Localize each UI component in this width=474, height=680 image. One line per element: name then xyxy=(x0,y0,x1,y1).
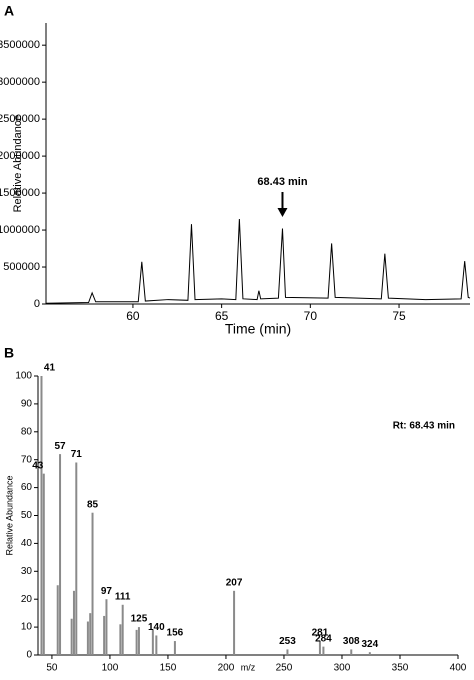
peak-bar xyxy=(59,454,62,655)
x-tick-label: 250 xyxy=(276,663,293,674)
peak-label: 57 xyxy=(54,441,66,452)
peak-bar xyxy=(155,635,158,655)
y-tick-label: 50 xyxy=(21,510,33,521)
arrow-head xyxy=(277,208,288,217)
peak-bar xyxy=(286,649,289,655)
peak-bar xyxy=(56,585,59,655)
peak-bar xyxy=(119,624,122,655)
y-tick-label: 1000000 xyxy=(0,224,40,236)
peak-bar xyxy=(86,621,89,655)
peak-label: 324 xyxy=(361,639,378,650)
peak-bar xyxy=(318,641,321,655)
peak-label: 97 xyxy=(101,586,113,597)
y-axis-label: Relative Abundance xyxy=(12,115,24,213)
y-tick-label: 500000 xyxy=(3,261,40,273)
y-tick-label: 100 xyxy=(15,371,32,382)
peak-bar xyxy=(233,590,236,655)
peak-label: 111 xyxy=(115,591,131,602)
peak-label: 140 xyxy=(148,622,165,633)
peak-label: 85 xyxy=(87,499,99,510)
peak-bar xyxy=(121,604,124,655)
y-tick-label: 3500000 xyxy=(0,39,40,51)
peak-bar xyxy=(322,646,325,655)
peak-bar xyxy=(91,512,94,655)
y-tick-label: 3000000 xyxy=(0,76,40,88)
peak-label: 253 xyxy=(279,636,296,647)
peak-bar xyxy=(40,376,43,655)
panel-label: A xyxy=(4,3,14,19)
peak-bar xyxy=(70,618,73,655)
x-axis-label: m/z xyxy=(241,662,256,672)
x-tick-label: 350 xyxy=(392,663,409,674)
x-tick-label: 400 xyxy=(450,663,467,674)
peak-label: 281 xyxy=(312,628,329,639)
peak-bar xyxy=(137,627,140,655)
y-tick-label: 60 xyxy=(21,482,33,493)
peak-bar xyxy=(89,613,92,655)
y-tick-label: 2000000 xyxy=(0,150,40,162)
peak-bar xyxy=(368,652,371,655)
y-tick-label: 90 xyxy=(21,399,33,410)
y-tick-label: 40 xyxy=(21,538,33,549)
x-tick-label: 65 xyxy=(215,309,229,323)
annotation: 68.43 min xyxy=(257,176,307,188)
x-tick-label: 300 xyxy=(334,663,351,674)
y-axis-label: Relative Abundance xyxy=(4,475,14,555)
peak-label: 308 xyxy=(343,636,360,647)
y-tick-label: 20 xyxy=(21,594,33,605)
x-axis-label: Time (min) xyxy=(225,321,291,337)
x-tick-label: 50 xyxy=(46,663,58,674)
peak-label: 41 xyxy=(44,363,56,374)
peak-bar xyxy=(151,629,154,655)
peak-label: 284 xyxy=(315,633,332,644)
peak-bar xyxy=(75,462,78,655)
peak-label: 71 xyxy=(71,449,83,460)
peak-label: 156 xyxy=(167,628,184,639)
x-tick-label: 60 xyxy=(126,309,140,323)
y-tick-label: 30 xyxy=(21,566,33,577)
peak-bar xyxy=(42,473,45,655)
x-tick-label: 100 xyxy=(102,663,119,674)
y-tick-label: 2500000 xyxy=(0,113,40,125)
peak-bar xyxy=(135,629,138,655)
x-tick-label: 70 xyxy=(304,309,318,323)
y-tick-label: 10 xyxy=(21,622,33,633)
y-tick-label: 70 xyxy=(21,454,33,465)
y-tick-label: 0 xyxy=(26,650,32,661)
peak-label: 125 xyxy=(131,614,148,625)
y-tick-label: 80 xyxy=(21,426,33,437)
peak-bar xyxy=(350,649,353,655)
annotation: Rt: 68.43 min xyxy=(393,421,455,432)
chromatogram-line xyxy=(45,218,471,304)
peak-bar xyxy=(72,590,75,655)
x-tick-label: 200 xyxy=(218,663,235,674)
peak-label: 207 xyxy=(226,577,243,588)
peak-bar xyxy=(173,641,176,655)
x-tick-label: 75 xyxy=(392,309,406,323)
y-tick-label: 0 xyxy=(34,298,40,310)
y-tick-label: 1500000 xyxy=(0,187,40,199)
peak-bar xyxy=(105,599,108,655)
peak-bar xyxy=(103,615,106,655)
panel-label: B xyxy=(4,345,14,361)
x-tick-label: 150 xyxy=(160,663,177,674)
peak-label: 43 xyxy=(32,460,44,471)
